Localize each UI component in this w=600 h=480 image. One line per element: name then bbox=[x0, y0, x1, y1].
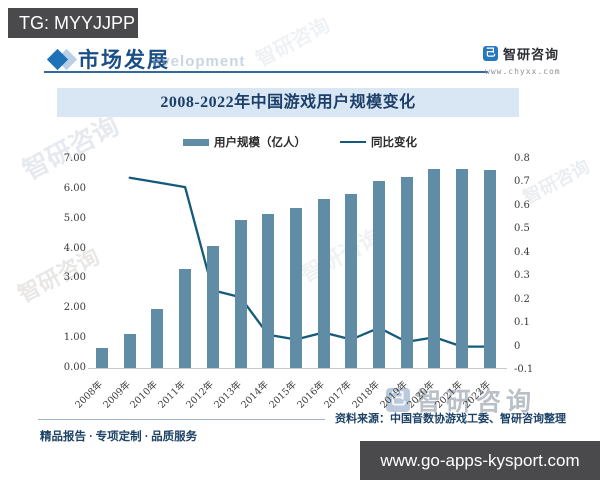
brand-name: 智研咨询 bbox=[503, 47, 560, 62]
section-title: 市场发展 bbox=[78, 48, 170, 72]
chart-legend: 用户规模（亿人） 同比变化 bbox=[60, 134, 540, 150]
page-header: 市场发展 evelopment bbox=[44, 44, 556, 78]
y-axis-left-tick: 5.00 bbox=[63, 212, 86, 224]
bar-2010年 bbox=[151, 309, 164, 368]
y-axis-right-tick: 0.6 bbox=[514, 199, 530, 211]
y-axis-right-tick: 0.4 bbox=[514, 246, 530, 258]
y-axis-right-tick: 0.1 bbox=[514, 317, 530, 329]
bar-2011年 bbox=[179, 269, 192, 368]
header-divider bbox=[44, 71, 488, 73]
brand-block: 己 智研咨询 www.chyxx.com bbox=[483, 44, 593, 76]
legend-label-users: 用户规模（亿人） bbox=[214, 137, 306, 149]
y-axis-left-tick: 4.00 bbox=[63, 242, 86, 254]
y-axis-right-tick: 0.3 bbox=[514, 270, 530, 282]
data-source-note: 资料来源：中国音数协游戏工委、智研咨询整理 bbox=[335, 413, 566, 425]
y-axis-left-tick: 7.00 bbox=[63, 153, 86, 164]
tg-handle-badge: TG: MYYJJPP bbox=[8, 8, 138, 38]
bar-2016年 bbox=[317, 199, 330, 368]
legend-item-yoy: 同比变化 bbox=[340, 134, 417, 150]
y-axis-right-tick: 0.2 bbox=[514, 293, 530, 305]
bar-2020年 bbox=[428, 169, 441, 368]
y-axis-right-tick: 0.8 bbox=[514, 153, 530, 164]
bar-2008年 bbox=[96, 347, 108, 368]
header-ghost-text: evelopment bbox=[152, 53, 246, 70]
bottom-url-badge: www.go-apps-kysport.com bbox=[360, 441, 600, 480]
y-axis-right-tick: 0.7 bbox=[514, 176, 530, 188]
bar-2017年 bbox=[345, 193, 358, 368]
bar-2019年 bbox=[400, 176, 413, 368]
brand-website: www.chyxx.com bbox=[485, 67, 561, 76]
services-tagline: 精品报告 · 专项定制 · 品质服务 bbox=[40, 431, 198, 443]
legend-item-users: 用户规模（亿人） bbox=[183, 134, 306, 150]
bar-2015年 bbox=[289, 208, 302, 368]
chart-title: 2008-2022年中国游戏用户规模变化 bbox=[57, 88, 519, 117]
y-axis-left-tick: 2.00 bbox=[63, 302, 86, 314]
y-axis-left-tick: 3.00 bbox=[63, 272, 86, 284]
bar-2021年 bbox=[456, 169, 469, 368]
bar-2018年 bbox=[373, 181, 385, 368]
y-axis-left-tick: 1.00 bbox=[63, 332, 86, 344]
legend-line-swatch bbox=[340, 140, 366, 144]
brand-logo-icon: 己 bbox=[483, 46, 498, 61]
y-axis-right-tick: -0.1 bbox=[514, 363, 534, 375]
bar-2012年 bbox=[206, 245, 219, 368]
x-axis-line bbox=[88, 368, 507, 369]
y-axis-left-tick: 6.00 bbox=[63, 182, 86, 194]
y-axis-right-tick: 0 bbox=[514, 340, 521, 352]
footer-divider bbox=[38, 419, 325, 420]
bar-2022年 bbox=[483, 169, 496, 368]
legend-bar-swatch bbox=[183, 138, 209, 146]
bar-2014年 bbox=[262, 213, 275, 368]
legend-label-yoy: 同比变化 bbox=[371, 137, 417, 149]
y-axis-left-tick: 0.00 bbox=[63, 362, 86, 373]
y-axis-right-tick: 0.5 bbox=[514, 223, 530, 235]
bar-2009年 bbox=[123, 333, 136, 368]
bar-2013年 bbox=[234, 220, 247, 368]
